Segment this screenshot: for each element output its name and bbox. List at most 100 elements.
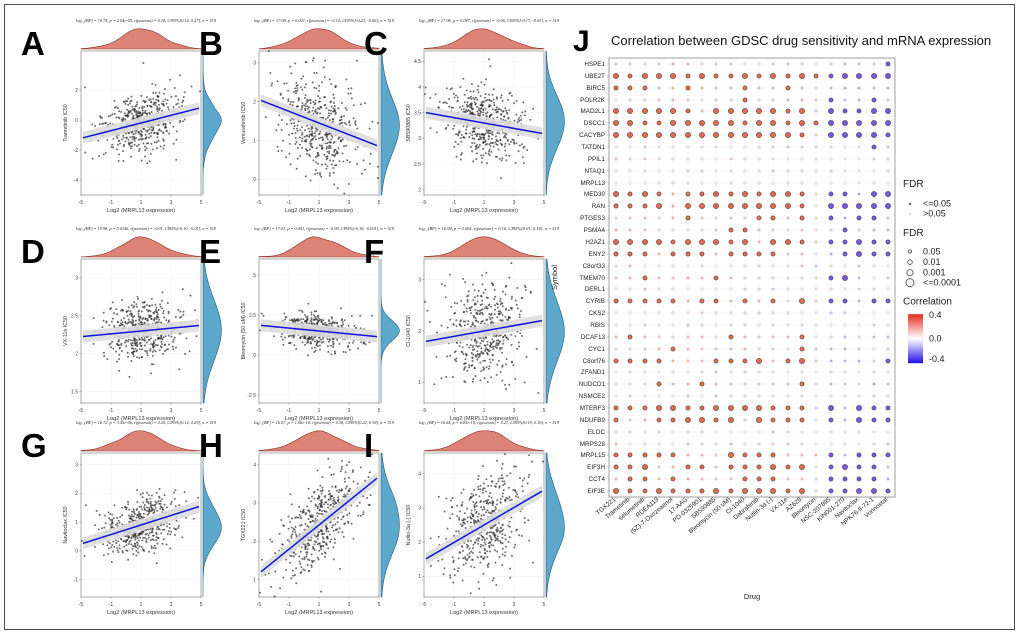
svg-text:3: 3 [418, 136, 421, 142]
svg-text:3: 3 [75, 462, 78, 468]
svg-text:4: 4 [418, 471, 421, 477]
svg-text:5: 5 [253, 273, 256, 279]
svg-text:CI-1040 IC50: CI-1040 IC50 [406, 315, 412, 347]
svg-text:1: 1 [418, 574, 421, 580]
svg-text:1: 1 [75, 520, 78, 526]
svg-text:3: 3 [75, 276, 78, 282]
svg-text:-5: -5 [422, 602, 427, 608]
svg-text:5: 5 [378, 602, 381, 608]
svg-text:log₁₀(BF) = 17.08, p = 0.087,: log₁₀(BF) = 17.08, p = 0.087, r(pearson)… [419, 19, 559, 24]
svg-text:log₁₀(BF) = 16.74, p = 2.04e-0: log₁₀(BF) = 16.74, p = 2.04e-05, r(pears… [76, 19, 216, 24]
svg-text:5: 5 [200, 602, 203, 608]
svg-text:SB590885 IC50: SB590885 IC50 [406, 104, 412, 141]
svg-text:2: 2 [75, 352, 78, 358]
svg-text:2: 2 [418, 329, 421, 335]
svg-text:-2: -2 [74, 148, 79, 154]
svg-text:log₁₀(BF) = 16.94, p = 0.004,: log₁₀(BF) = 16.94, p = 0.004, r(pearson)… [419, 227, 559, 232]
svg-text:1: 1 [483, 408, 486, 414]
svg-text:2.5: 2.5 [71, 314, 78, 320]
svg-text:2: 2 [75, 88, 78, 94]
svg-text:0: 0 [75, 118, 78, 124]
svg-text:1: 1 [140, 602, 143, 608]
svg-text:Nutlin-3a (-) IC50: Nutlin-3a (-) IC50 [406, 505, 412, 546]
svg-text:5: 5 [378, 200, 381, 206]
svg-text:-2.5: -2.5 [247, 393, 256, 399]
svg-text:2: 2 [418, 540, 421, 546]
svg-text:2: 2 [418, 188, 421, 194]
svg-text:log₁₀(BF) = 16.72, p = 3.45e-0: log₁₀(BF) = 16.72, p = 3.45e-06, r(pears… [76, 421, 216, 426]
svg-text:3: 3 [253, 61, 256, 67]
svg-text:-5: -5 [257, 200, 262, 206]
svg-text:Bleomycin (50 uM) IC50: Bleomycin (50 uM) IC50 [241, 303, 247, 360]
svg-text:1: 1 [140, 200, 143, 206]
svg-text:log₁₀(BF) = 16.64, p = 6.83e-1: log₁₀(BF) = 16.64, p = 6.83e-10, r(pears… [419, 421, 559, 426]
svg-text:1: 1 [483, 200, 486, 206]
svg-text:VX-11e IC50: VX-11e IC50 [63, 316, 69, 346]
svg-text:log₁₀(BF) = 19.98, p = 0.0346,: log₁₀(BF) = 19.98, p = 0.0346, r(pearson… [76, 227, 216, 232]
svg-text:1: 1 [253, 578, 256, 584]
svg-text:3.5: 3.5 [414, 111, 421, 117]
svg-text:-1: -1 [452, 200, 457, 206]
svg-text:3: 3 [170, 602, 173, 608]
svg-text:2: 2 [253, 99, 256, 105]
svg-text:3: 3 [513, 602, 516, 608]
svg-text:2: 2 [75, 491, 78, 497]
svg-text:Log2 (MRPL13 expression): Log2 (MRPL13 expression) [107, 208, 175, 214]
svg-text:-1: -1 [287, 200, 292, 206]
svg-text:-5: -5 [79, 200, 84, 206]
svg-text:1: 1 [483, 602, 486, 608]
svg-text:5: 5 [200, 408, 203, 414]
svg-text:Vemurafenib IC50: Vemurafenib IC50 [241, 102, 247, 144]
svg-text:3: 3 [253, 501, 256, 507]
svg-text:log₁₀(BF) = 17.08, p = 0.021,: log₁₀(BF) = 17.08, p = 0.021, r(pearson)… [254, 19, 394, 24]
svg-text:log₁₀(BF) = 16.57, p = 1.06e-1: log₁₀(BF) = 16.57, p = 1.06e-10, r(pears… [254, 421, 394, 426]
svg-text:0: 0 [75, 549, 78, 555]
svg-text:1: 1 [318, 408, 321, 414]
svg-text:Log2 (MRPL13 expression): Log2 (MRPL13 expression) [285, 610, 353, 616]
svg-text:-4: -4 [74, 178, 79, 184]
svg-text:2.5: 2.5 [249, 313, 256, 319]
svg-text:-1: -1 [452, 408, 457, 414]
svg-text:1.5: 1.5 [71, 389, 78, 395]
svg-text:-5: -5 [422, 408, 427, 414]
svg-text:-5: -5 [257, 602, 262, 608]
svg-text:3: 3 [513, 200, 516, 206]
svg-text:-1: -1 [74, 578, 79, 584]
svg-text:2.5: 2.5 [414, 162, 421, 168]
svg-text:3: 3 [348, 602, 351, 608]
svg-text:-1: -1 [109, 408, 114, 414]
svg-text:Log2 (MRPL13 expression): Log2 (MRPL13 expression) [285, 208, 353, 214]
svg-text:4: 4 [253, 462, 256, 468]
svg-text:3: 3 [170, 408, 173, 414]
svg-text:5: 5 [200, 200, 203, 206]
svg-text:Trametinib IC50: Trametinib IC50 [63, 104, 69, 142]
svg-text:1: 1 [140, 408, 143, 414]
svg-text:Navitoclax IC50: Navitoclax IC50 [63, 506, 69, 543]
svg-text:3: 3 [348, 200, 351, 206]
svg-text:-5: -5 [422, 200, 427, 206]
svg-text:-1: -1 [287, 408, 292, 414]
svg-text:TGX221 IC50: TGX221 IC50 [241, 509, 247, 541]
svg-text:-1: -1 [109, 200, 114, 206]
svg-text:-1: -1 [452, 602, 457, 608]
svg-text:0: 0 [253, 353, 256, 359]
svg-text:Log2 (MRPL13 expression): Log2 (MRPL13 expression) [107, 610, 175, 616]
svg-text:2: 2 [253, 539, 256, 545]
svg-text:5: 5 [378, 408, 381, 414]
svg-text:0: 0 [253, 177, 256, 183]
svg-text:-1: -1 [287, 602, 292, 608]
svg-text:1: 1 [253, 138, 256, 144]
svg-text:1: 1 [318, 200, 321, 206]
svg-text:3: 3 [348, 408, 351, 414]
svg-text:-1: -1 [109, 602, 114, 608]
svg-text:4: 4 [418, 85, 421, 91]
svg-text:-5: -5 [79, 602, 84, 608]
svg-text:1: 1 [418, 380, 421, 386]
svg-text:-5: -5 [257, 408, 262, 414]
svg-text:3: 3 [418, 506, 421, 512]
svg-text:3: 3 [513, 408, 516, 414]
svg-text:3: 3 [170, 200, 173, 206]
svg-text:3: 3 [418, 277, 421, 283]
svg-text:Log2 (MRPL13 expression): Log2 (MRPL13 expression) [450, 208, 518, 214]
svg-text:log₁₀(BF) = 17.03, p = 0.041,: log₁₀(BF) = 17.03, p = 0.041, r(pearson)… [254, 227, 394, 232]
